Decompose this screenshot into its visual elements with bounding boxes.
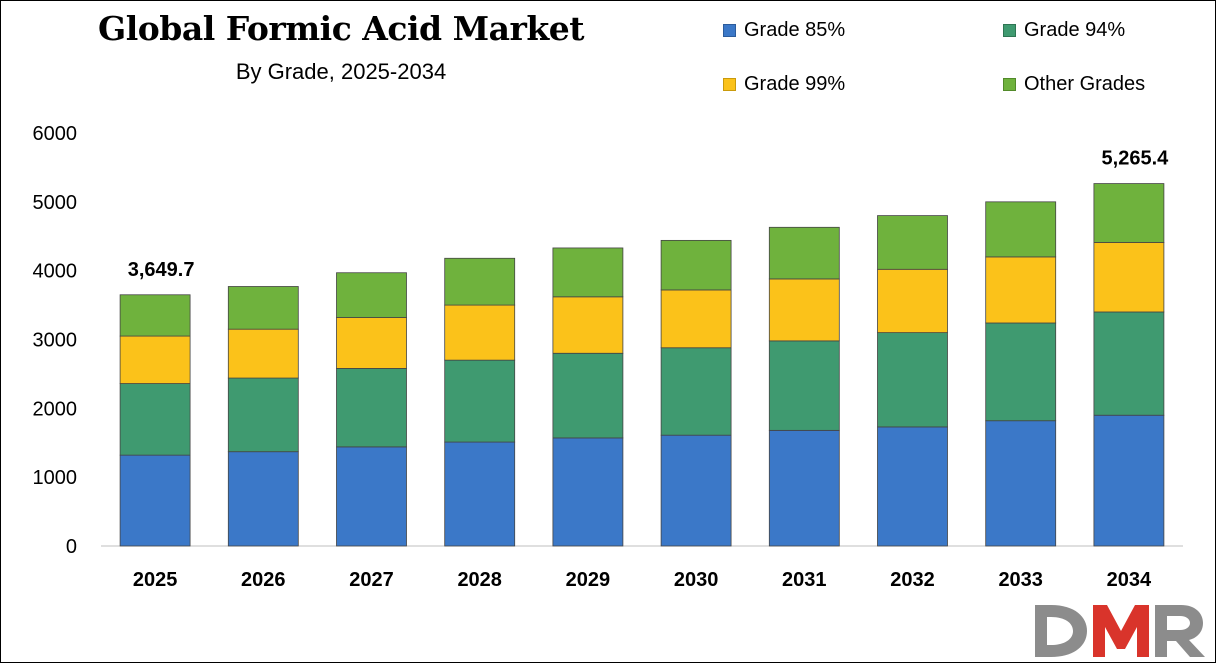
bar-segment [660,289,732,349]
bar-segment [1093,183,1165,243]
x-tick-label: 2029 [566,569,611,591]
chart-subtitle: By Grade, 2025-2034 [235,59,447,84]
legend-item-grade-85: Grade 85% [723,19,845,42]
legend-label: Other Grades [1024,73,1146,95]
bar-segment [877,268,948,334]
bar-segment [336,272,407,318]
bar-segment [985,420,1057,547]
legend-label: Grade 85% [744,19,846,41]
bar-segment [336,317,407,369]
bar-segment [552,352,624,439]
bar-segment [768,429,840,547]
x-tick-label: 2033 [998,569,1043,591]
y-tick-label: 2000 [33,398,78,420]
legend-swatch [1003,78,1016,91]
bar-segment [444,441,516,547]
bar-segment [768,226,840,280]
legend-item-other-grades: Other Grades [1003,73,1145,96]
bar-segment [1093,311,1165,416]
bar-segment [1093,414,1165,547]
bar-segment [660,347,732,436]
x-tick-label: 2028 [457,569,502,591]
bar-segment [877,426,948,547]
bar-segment [660,239,732,291]
legend-label: Grade 94% [1024,19,1126,41]
bar-segment [119,294,191,337]
x-tick-label: 2025 [133,569,178,591]
bar-segment [985,201,1057,258]
bar-segment [660,434,732,547]
bar-segment [768,278,840,342]
x-tick-label: 2032 [890,569,935,591]
dmr-logo [1035,605,1205,657]
bar-segment [119,454,191,547]
bar-segment [985,256,1057,324]
bar-segment [227,328,299,379]
bar-segment [877,332,948,428]
bar-segment [877,215,948,270]
y-tick-label: 0 [66,536,77,558]
bar-segment [336,446,407,547]
bar-segment [227,451,299,547]
total-annotation: 3,649.7 [128,259,195,281]
bar-segment [552,296,624,354]
x-tick-label: 2030 [674,569,719,591]
bar-segment [119,335,191,384]
bar-segment [552,247,624,298]
bar-segment [119,383,191,456]
legend-swatch [723,24,736,37]
bar-segment [985,322,1057,422]
chart-title: Global Formic Acid Market [98,9,584,48]
y-tick-label: 4000 [33,261,78,283]
legend-item-grade-94: Grade 94% [1003,19,1125,42]
total-annotation: 5,265.4 [1102,148,1170,170]
legend-item-grade-99: Grade 99% [723,73,845,96]
bar-segment [552,437,624,547]
legend-swatch [723,78,736,91]
bar-segment [227,377,299,453]
bar-segment [1093,242,1165,313]
y-tick-label: 5000 [33,192,78,214]
x-tick-label: 2026 [241,569,286,591]
x-tick-label: 2034 [1107,569,1152,591]
bar-segment [336,368,407,448]
x-tick-label: 2031 [782,569,827,591]
y-tick-label: 3000 [33,330,78,352]
legend-label: Grade 99% [744,73,846,95]
bar-segment [444,359,516,443]
x-tick-label: 2027 [349,569,394,591]
bar-segment [444,257,516,306]
legend-swatch [1003,24,1016,37]
y-tick-label: 1000 [33,467,78,489]
bar-segment [444,304,516,361]
bar-segment [227,286,299,330]
y-tick-label: 6000 [33,123,78,145]
bar-segment [768,340,840,431]
